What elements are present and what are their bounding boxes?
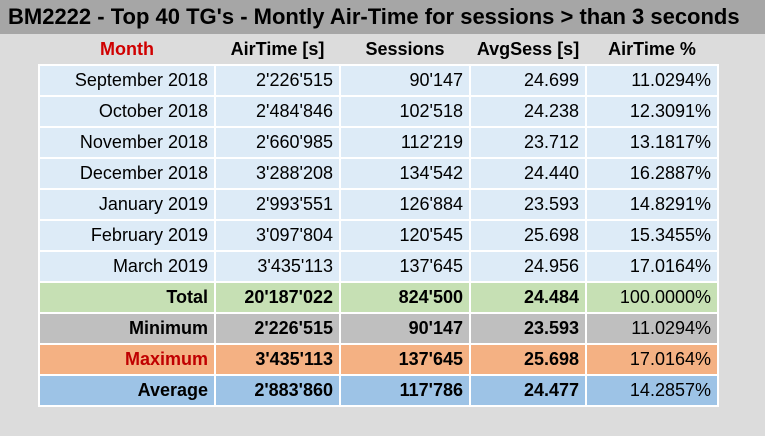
maximum-sessions: 137'645 <box>339 343 471 376</box>
month-cell: March 2019 <box>38 250 216 283</box>
total-pct: 100.0000% <box>585 281 719 314</box>
total-airtime: 20'187'022 <box>214 281 341 314</box>
airtime-pct-cell: 11.0294% <box>585 64 719 97</box>
sessions-cell: 137'645 <box>339 250 471 283</box>
minimum-pct: 11.0294% <box>585 312 719 345</box>
airtime-pct-cell: 13.1817% <box>585 126 719 159</box>
airtime-pct-cell: 16.2887% <box>585 157 719 190</box>
total-sessions: 824'500 <box>339 281 471 314</box>
column-header-month: Month <box>39 34 215 65</box>
sessions-cell: 134'542 <box>339 157 471 190</box>
column-header-airtime-pct: AirTime % <box>586 34 718 65</box>
maximum-label: Maximum <box>38 343 216 376</box>
column-header-airtime: AirTime [s] <box>215 34 340 65</box>
table-row: March 2019 3'435'113 137'645 24.956 17.0… <box>38 250 719 283</box>
month-cell: December 2018 <box>38 157 216 190</box>
avgsess-cell: 23.712 <box>469 126 587 159</box>
sheet-title: BM2222 - Top 40 TG's - Montly Air-Time f… <box>0 0 765 34</box>
airtime-cell: 2'993'551 <box>214 188 341 221</box>
average-airtime: 2'883'860 <box>214 374 341 407</box>
total-avgsess: 24.484 <box>469 281 587 314</box>
avgsess-cell: 24.238 <box>469 95 587 128</box>
sessions-cell: 126'884 <box>339 188 471 221</box>
total-row: Total 20'187'022 824'500 24.484 100.0000… <box>38 281 719 314</box>
total-label: Total <box>38 281 216 314</box>
avgsess-cell: 24.440 <box>469 157 587 190</box>
avgsess-cell: 25.698 <box>469 219 587 252</box>
airtime-pct-cell: 14.8291% <box>585 188 719 221</box>
airtime-table: Month AirTime [s] Sessions AvgSess [s] A… <box>38 34 719 407</box>
maximum-airtime: 3'435'113 <box>214 343 341 376</box>
average-pct: 14.2857% <box>585 374 719 407</box>
airtime-cell: 3'288'208 <box>214 157 341 190</box>
airtime-cell: 3'435'113 <box>214 250 341 283</box>
header-row: Month AirTime [s] Sessions AvgSess [s] A… <box>39 34 718 65</box>
table-row: November 2018 2'660'985 112'219 23.712 1… <box>38 126 719 159</box>
table-row: January 2019 2'993'551 126'884 23.593 14… <box>38 188 719 221</box>
airtime-cell: 3'097'804 <box>214 219 341 252</box>
airtime-cell: 2'484'846 <box>214 95 341 128</box>
airtime-cell: 2'226'515 <box>214 64 341 97</box>
average-sessions: 117'786 <box>339 374 471 407</box>
airtime-cell: 2'660'985 <box>214 126 341 159</box>
minimum-avgsess: 23.593 <box>469 312 587 345</box>
table-row: December 2018 3'288'208 134'542 24.440 1… <box>38 157 719 190</box>
sessions-cell: 102'518 <box>339 95 471 128</box>
table-row: September 2018 2'226'515 90'147 24.699 1… <box>38 64 719 97</box>
average-label: Average <box>38 374 216 407</box>
month-cell: September 2018 <box>38 64 216 97</box>
month-cell: November 2018 <box>38 126 216 159</box>
maximum-row: Maximum 3'435'113 137'645 25.698 17.0164… <box>38 343 719 376</box>
minimum-row: Minimum 2'226'515 90'147 23.593 11.0294% <box>38 312 719 345</box>
average-row: Average 2'883'860 117'786 24.477 14.2857… <box>38 374 719 407</box>
avgsess-cell: 23.593 <box>469 188 587 221</box>
minimum-airtime: 2'226'515 <box>214 312 341 345</box>
avgsess-cell: 24.956 <box>469 250 587 283</box>
sessions-cell: 112'219 <box>339 126 471 159</box>
table-row: February 2019 3'097'804 120'545 25.698 1… <box>38 219 719 252</box>
airtime-pct-cell: 15.3455% <box>585 219 719 252</box>
column-header-avgsess: AvgSess [s] <box>470 34 586 65</box>
month-cell: October 2018 <box>38 95 216 128</box>
table-row: October 2018 2'484'846 102'518 24.238 12… <box>38 95 719 128</box>
month-cell: February 2019 <box>38 219 216 252</box>
airtime-pct-cell: 17.0164% <box>585 250 719 283</box>
minimum-sessions: 90'147 <box>339 312 471 345</box>
sessions-cell: 120'545 <box>339 219 471 252</box>
average-avgsess: 24.477 <box>469 374 587 407</box>
maximum-avgsess: 25.698 <box>469 343 587 376</box>
avgsess-cell: 24.699 <box>469 64 587 97</box>
airtime-pct-cell: 12.3091% <box>585 95 719 128</box>
month-cell: January 2019 <box>38 188 216 221</box>
maximum-pct: 17.0164% <box>585 343 719 376</box>
minimum-label: Minimum <box>38 312 216 345</box>
sessions-cell: 90'147 <box>339 64 471 97</box>
column-header-sessions: Sessions <box>340 34 470 65</box>
